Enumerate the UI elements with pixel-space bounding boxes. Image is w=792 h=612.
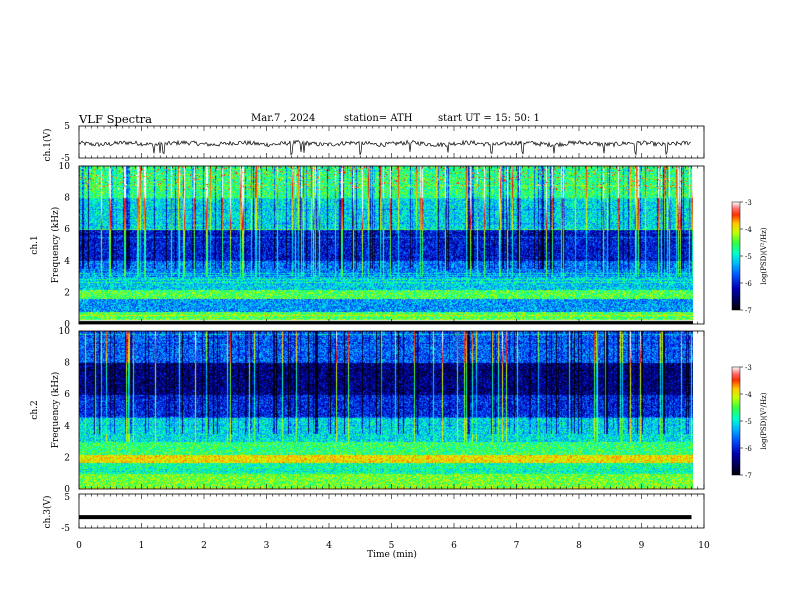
- x-tick-label: 5: [389, 541, 395, 551]
- ch2-colorbar: [731, 366, 741, 476]
- x-tick-label: 8: [576, 541, 582, 551]
- ch2-spectrogram-xticks: [78, 331, 705, 489]
- ch1-waveform-ylabel: ch.1(V): [42, 129, 53, 162]
- x-tick-label: 0: [76, 541, 82, 551]
- ch1-waveform-trace: [78, 139, 692, 156]
- y-tick-label: 4: [64, 422, 70, 432]
- x-tick-label: 10: [698, 541, 710, 551]
- y-tick-label: 6: [64, 225, 70, 235]
- ch3-ytick-bottom: -5: [61, 524, 70, 534]
- colorbar-tick-label: -7: [745, 472, 752, 480]
- ch2-spectrogram-image: [79, 331, 693, 489]
- ch1-ytick-top: 5: [64, 122, 70, 132]
- header-station: station= ATH: [344, 113, 413, 124]
- colorbar-tick-label: -7: [745, 307, 752, 315]
- ch2-colorbar-ticks: -3 -4 -5 -6 -7: [740, 364, 752, 480]
- y-tick-label: 8: [64, 359, 70, 369]
- ch3-waveform-ylabel: ch.3(V): [42, 496, 53, 529]
- colorbar-tick-label: -3: [745, 199, 752, 207]
- ch1-spectrogram-image: [79, 166, 693, 324]
- y-tick-label: 0: [64, 320, 70, 330]
- colorbar-tick-label: -3: [745, 364, 752, 372]
- ch1-colorbar-ticks: -3 -4 -5 -6 -7: [740, 199, 752, 315]
- ch1-spectrogram-ylabel-top: ch.1: [30, 235, 40, 254]
- colorbar-tick-label: -6: [745, 280, 752, 288]
- colorbar-tick-label: -6: [745, 445, 752, 453]
- ch1-waveform-panel: ch.1(V) 5 -5: [42, 122, 705, 164]
- header-date: Mar.7 , 2024: [251, 113, 316, 124]
- ch2-colorbar-label: log(PSD)(V²/Hz): [760, 392, 768, 449]
- colorbar-tick-label: -5: [745, 418, 752, 426]
- ch1-waveform-xticks: [78, 126, 705, 158]
- y-tick-label: 6: [64, 390, 70, 400]
- ch2-spectrogram-ylabel-top: ch.2: [30, 400, 40, 419]
- ch1-colorbar-label: log(PSD)(V²/Hz): [760, 227, 768, 284]
- ch3-waveform-panel: ch.3(V) 5 -5 0 1 2 3 4 5 6 7 8 9 10 Time (min): [42, 493, 710, 560]
- y-tick-label: 4: [64, 257, 70, 267]
- colorbar-tick-label: -5: [745, 253, 752, 261]
- x-tick-label: 6: [451, 541, 457, 551]
- x-tick-label: 3: [264, 541, 270, 551]
- y-tick-label: 8: [64, 194, 70, 204]
- x-tick-label: 2: [201, 541, 207, 551]
- x-tick-label: 4: [326, 541, 332, 551]
- x-axis-tick-labels: 0 1 2 3 4 5 6 7 8 9 10: [76, 541, 710, 551]
- x-tick-label: 1: [139, 541, 145, 551]
- ch2-spectrogram-ylabel: Frequency (kHz): [50, 372, 61, 449]
- ch1-ytick-bottom: -5: [61, 154, 70, 164]
- ch1-colorbar: [731, 201, 741, 311]
- x-tick-label: 7: [514, 541, 520, 551]
- colorbar-tick-label: -4: [745, 226, 752, 234]
- y-tick-label: 10: [59, 327, 71, 337]
- y-tick-label: 0: [64, 485, 70, 495]
- ch1-spectrogram-ylabel: Frequency (kHz): [50, 207, 61, 284]
- header-start-time: start UT = 15: 50: 1: [438, 113, 540, 124]
- y-tick-label: 2: [64, 453, 70, 463]
- x-tick-label: 9: [639, 541, 645, 551]
- x-axis-label: Time (min): [367, 549, 417, 560]
- colorbar-tick-label: -4: [745, 391, 752, 399]
- ch3-ytick-top: 5: [64, 493, 70, 503]
- y-tick-label: 10: [59, 162, 71, 172]
- figure-title: VLF Spectra: [79, 112, 153, 126]
- y-tick-label: 2: [64, 288, 70, 298]
- ch1-spectrogram-xticks: [78, 166, 705, 324]
- ch3-waveform-xticks: [78, 494, 705, 528]
- ch3-waveform-frame: [78, 493, 705, 529]
